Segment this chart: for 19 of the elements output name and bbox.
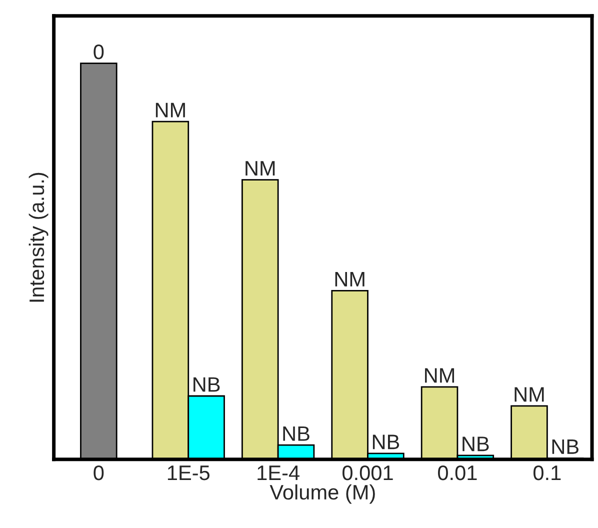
text: NM <box>425 368 454 383</box>
text: NM <box>335 272 364 286</box>
y-axis-title: Intensity (a.u.) <box>28 172 48 302</box>
series-label: NB <box>552 440 578 454</box>
x-tick-label: 0.001 <box>342 465 393 480</box>
text: NM <box>514 387 544 402</box>
x-axis-title: Volume (M) <box>270 484 375 504</box>
text: NM <box>246 161 275 176</box>
series-label: 0 <box>94 44 104 60</box>
text: NB <box>194 377 220 392</box>
x-tick-label: 1E-4 <box>258 466 300 480</box>
series-label: NM <box>156 102 185 118</box>
x-tick-label: 0 <box>94 465 104 480</box>
x-tick-label: 0.1 <box>534 465 561 480</box>
text: NB <box>372 434 400 450</box>
x-tick-label: 0.01 <box>438 465 477 480</box>
text: NB <box>462 436 489 452</box>
x-tick-label: 1E-5 <box>168 466 210 480</box>
text: NB <box>283 426 310 441</box>
